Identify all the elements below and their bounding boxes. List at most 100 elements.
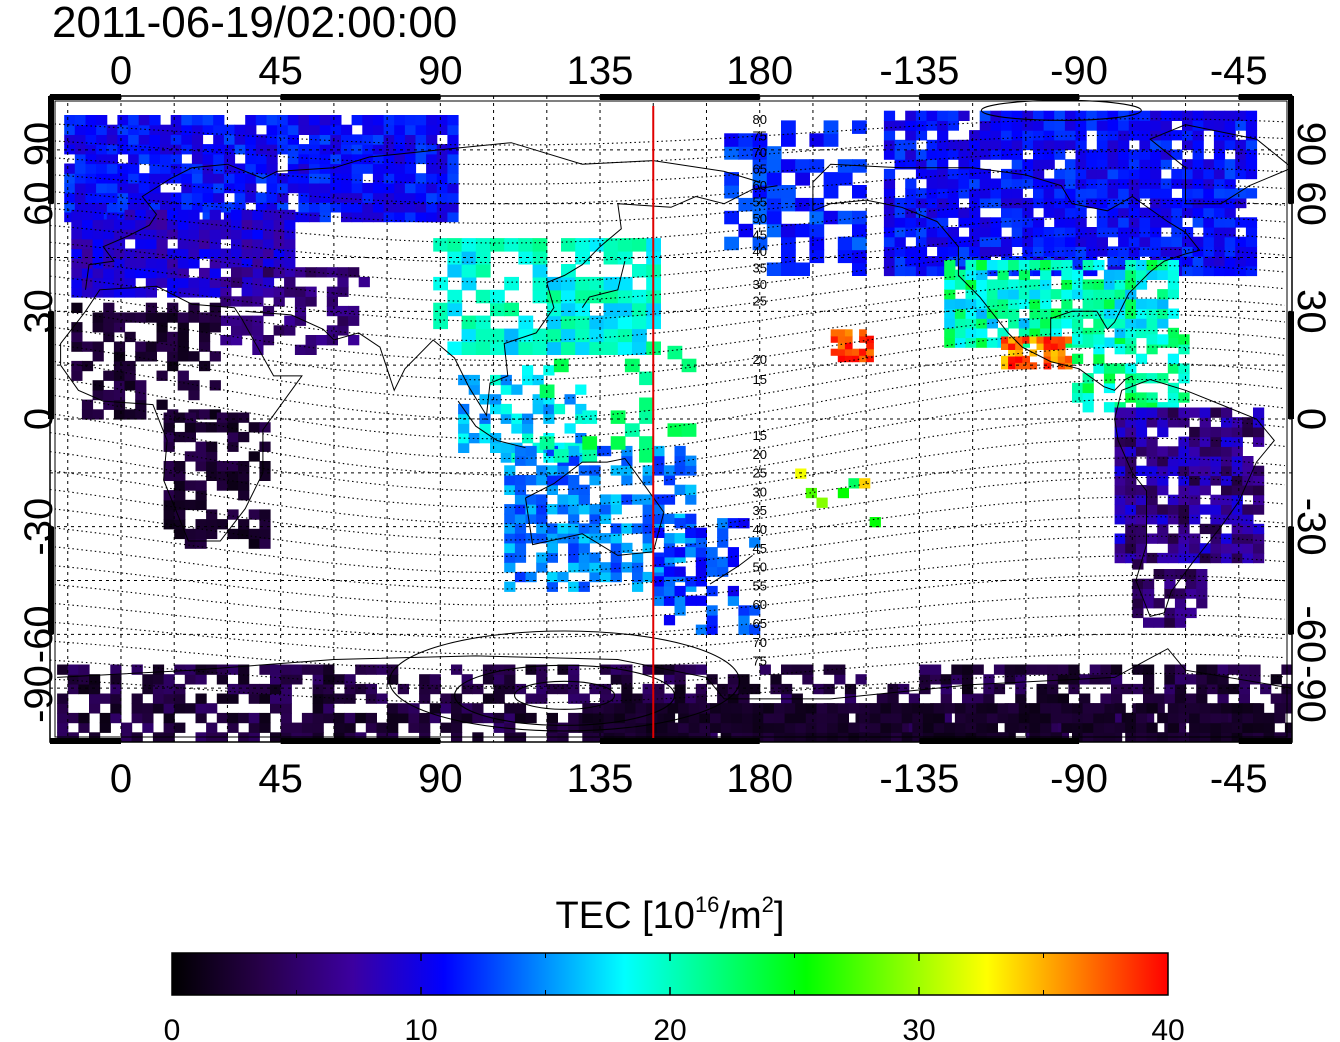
- tec-cell: [1050, 289, 1062, 300]
- tec-cell: [610, 562, 622, 573]
- tec-cell: [266, 163, 278, 174]
- tec-cell: [954, 703, 967, 714]
- tec-cell: [1182, 207, 1194, 218]
- right-lat-label: 30: [1289, 289, 1333, 334]
- tec-cell: [404, 182, 417, 194]
- tec-cell: [113, 277, 126, 288]
- tec-cell: [915, 197, 928, 209]
- tec-cell: [362, 163, 374, 174]
- tec-cell: [1125, 494, 1137, 505]
- tec-cell: [110, 683, 122, 695]
- tec-cell: [610, 436, 626, 450]
- tec-cell: [727, 683, 739, 695]
- tec-cell: [106, 182, 118, 194]
- tec-cell: [1125, 298, 1137, 310]
- tec-cell: [135, 258, 147, 269]
- tec-cell: [561, 264, 576, 278]
- tec-cell: [113, 238, 126, 250]
- tec-cell: [294, 267, 307, 278]
- tec-cell: [96, 144, 108, 155]
- tec-cell: [1086, 149, 1098, 160]
- tec-cell: [663, 465, 676, 476]
- tec-cell: [589, 562, 601, 573]
- tec-cell: [333, 693, 346, 704]
- tec-cell: [1029, 308, 1041, 319]
- tec-cell: [1043, 362, 1052, 370]
- tec-cell: [277, 144, 289, 155]
- tec-cell: [632, 315, 647, 330]
- tec-cell: [138, 144, 150, 155]
- tec-cell: [124, 258, 136, 269]
- tec-cell: [1235, 236, 1247, 247]
- tec-cell: [621, 465, 633, 476]
- tec-cell: [330, 182, 342, 194]
- tec-cell: [167, 331, 179, 343]
- mlat-label: 40: [752, 244, 766, 259]
- tec-cell: [184, 451, 196, 462]
- tec-cell: [603, 238, 619, 252]
- tec-cell: [1135, 353, 1148, 364]
- tec-cell: [1125, 426, 1137, 438]
- tec-cell: [191, 115, 204, 126]
- tec-cell: [1171, 197, 1183, 209]
- tec-cell: [639, 410, 654, 424]
- tec-cell: [1011, 159, 1023, 170]
- tec-cell: [536, 674, 548, 685]
- tec-cell: [344, 674, 356, 685]
- tec-cell: [1150, 178, 1162, 189]
- tec-cell: [167, 287, 179, 298]
- tec-cell: [656, 722, 668, 733]
- tec-cell: [152, 674, 165, 685]
- tec-cell: [990, 227, 1002, 238]
- tec-cell: [103, 267, 115, 279]
- tec-cell: [837, 210, 853, 225]
- tec-cell: [1189, 533, 1201, 544]
- tec-cell: [1203, 256, 1215, 267]
- tec-cell: [532, 264, 548, 278]
- tec-cell: [1015, 693, 1027, 704]
- tec-cell: [245, 153, 257, 165]
- tec-cell: [149, 134, 161, 145]
- tec-cell: [199, 238, 211, 250]
- tec-cell: [667, 703, 679, 714]
- tec-cell: [71, 248, 83, 259]
- tec-cell: [372, 144, 385, 155]
- tec-cell: [663, 576, 676, 587]
- tec-cell: [156, 238, 168, 250]
- mlat-label: 35: [752, 261, 766, 276]
- tec-cell: [1114, 494, 1126, 505]
- mlat-contour: [50, 150, 1285, 185]
- tec-cell: [1174, 664, 1187, 675]
- tec-cell: [394, 124, 406, 135]
- tec-cell: [71, 219, 83, 230]
- tec-cell: [199, 219, 211, 230]
- tec-cell: [202, 163, 214, 174]
- tec-cell: [539, 436, 555, 450]
- tec-cell: [653, 712, 665, 724]
- tec-cell: [436, 192, 448, 203]
- tec-cell: [277, 192, 289, 203]
- tec-cell: [1029, 260, 1041, 271]
- tec-cell: [330, 115, 342, 126]
- tec-cell: [209, 351, 221, 362]
- tec-cell: [71, 267, 83, 279]
- tec-cell: [64, 202, 76, 213]
- tec-cell: [1072, 308, 1084, 319]
- tec-cell: [724, 172, 739, 186]
- tec-cell: [1022, 159, 1034, 170]
- tec-cell: [1036, 683, 1048, 695]
- tec-cell: [294, 315, 307, 326]
- tec-cell: [1189, 446, 1201, 457]
- tec-cell: [1125, 533, 1137, 544]
- tec-cell: [663, 533, 676, 544]
- tec-cell: [685, 547, 697, 558]
- tec-cell: [1128, 217, 1140, 228]
- tec-cell: [188, 351, 200, 362]
- tec-cell: [270, 683, 282, 695]
- tec-cell: [330, 163, 342, 174]
- tec-cell: [869, 517, 881, 528]
- tec-cell: [195, 519, 207, 530]
- tec-cell: [404, 153, 417, 165]
- tec-cell: [866, 355, 874, 363]
- tec-cell: [525, 455, 537, 466]
